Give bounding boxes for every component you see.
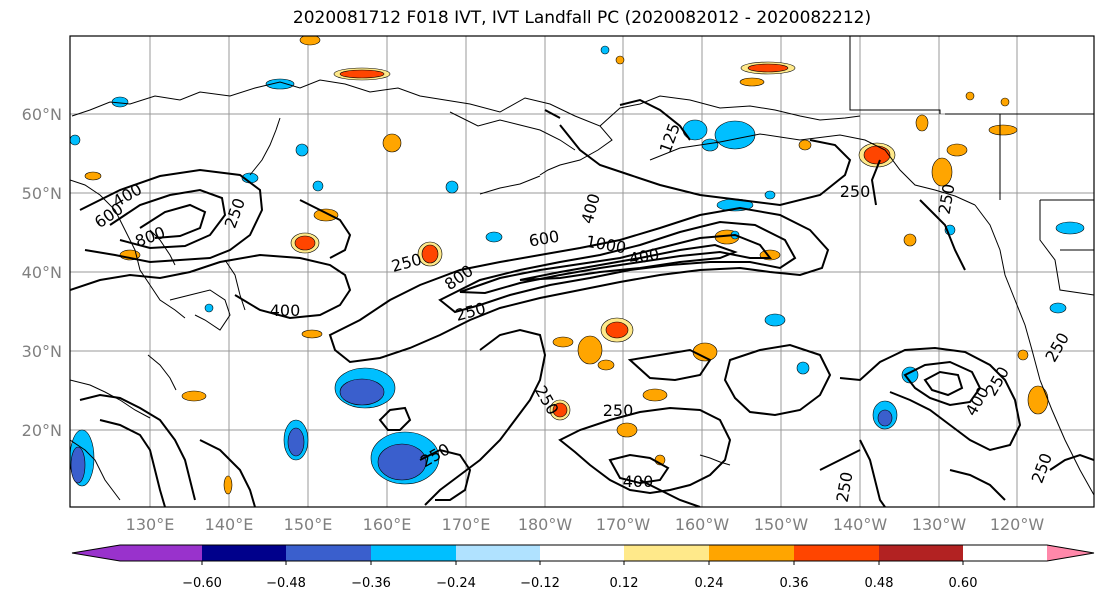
colorbar-extension-min (72, 545, 120, 561)
lon-label-150e: 150°E (284, 515, 333, 534)
colorbar-bin (794, 545, 879, 561)
colorbar-tick-label: −0.60 (182, 576, 222, 591)
map-frame (69, 35, 1095, 508)
lat-label-40n: 40°N (22, 263, 62, 282)
colorbar-outline (71, 544, 1095, 562)
colorbar-tick-label: 0.12 (610, 576, 639, 591)
borders (849, 36, 1094, 296)
lon-label-130w: 130°W (912, 515, 967, 534)
contour-label: 400 (623, 472, 654, 491)
contour-label: 250 (603, 401, 634, 420)
colorbar-bin (879, 545, 963, 561)
colorbar (71, 544, 1095, 562)
colorbar-bin (202, 545, 286, 561)
colorbar-extension-max (1047, 545, 1094, 561)
colorbar-tick-label: 0.24 (695, 576, 724, 591)
colorbar-bin (120, 545, 202, 561)
lon-label-150w: 150°W (754, 515, 809, 534)
contour-label: 250 (840, 182, 871, 201)
colorbar-tick-label: 0.48 (865, 576, 894, 591)
colorbar-bin (286, 545, 371, 561)
colorbar-bin (371, 545, 456, 561)
colorbar-tick-label: −0.48 (266, 576, 306, 591)
ivt-contours (70, 98, 1094, 507)
lon-label-140w: 140°W (833, 515, 888, 534)
negative-anomaly-patches (70, 45, 1085, 487)
colorbar-tick-label: −0.24 (436, 576, 476, 591)
lat-label-60n: 60°N (22, 105, 62, 124)
colorbar-bin (456, 545, 540, 561)
map-title: 2020081712 F018 IVT, IVT Landfall PC (20… (292, 8, 872, 28)
colorbar-tick-label: 0.60 (949, 576, 978, 591)
lat-label-30n: 30°N (22, 342, 62, 361)
lon-label-170w: 170°W (596, 515, 651, 534)
lon-label-180w: 180°W (518, 515, 573, 534)
lon-label-130e: 130°E (126, 515, 175, 534)
colorbar-tick-label: −0.36 (351, 576, 391, 591)
longitude-labels: 130°E 140°E 150°E 160°E 170°E 180°W 170°… (126, 515, 1045, 534)
lon-label-140e: 140°E (205, 515, 254, 534)
lat-label-20n: 20°N (22, 421, 62, 440)
colorbar-bin (624, 545, 709, 561)
lon-label-160w: 160°W (675, 515, 730, 534)
colorbar-bin (709, 545, 794, 561)
latitude-labels: 60°N 50°N 40°N 30°N 20°N (22, 105, 62, 440)
lon-label-120w: 120°W (990, 515, 1045, 534)
colorbar-tick-labels: −0.60 −0.48 −0.36 −0.24 −0.12 0.12 0.24 0.36 0.4… (182, 561, 977, 591)
contour-label: 400 (270, 301, 301, 320)
lon-label-170e: 170°E (442, 515, 491, 534)
colorbar-tick-label: −0.12 (520, 576, 560, 591)
colorbar-tick-label: 0.36 (780, 576, 809, 591)
lon-label-160e: 160°E (363, 515, 412, 534)
colorbar-bin (540, 545, 624, 561)
lat-label-50n: 50°N (22, 184, 62, 203)
